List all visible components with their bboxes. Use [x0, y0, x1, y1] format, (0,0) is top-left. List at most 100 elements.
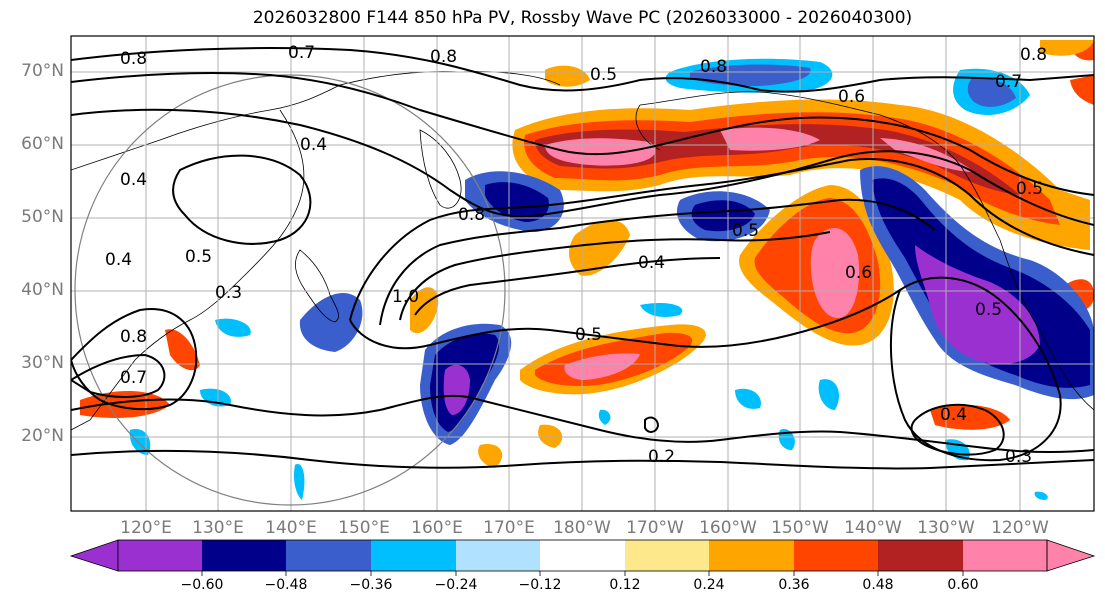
- lon-label: 150°W: [771, 518, 829, 538]
- contour-circle-nw: [172, 154, 312, 245]
- contour-label: 0.8: [700, 57, 727, 77]
- contour-label: 0.3: [1005, 447, 1032, 467]
- contour-label: 0.8: [120, 49, 147, 69]
- contour-label: 0.5: [732, 221, 759, 241]
- region-circle: [74, 74, 506, 506]
- lon-label: 140°E: [265, 518, 317, 538]
- contour-label: 0.8: [1020, 45, 1047, 65]
- neg-blob-mid-dark: [691, 200, 755, 232]
- colorbar-swatch: [286, 540, 371, 571]
- lon-label: 170°E: [483, 518, 535, 538]
- contour-label: 0.7: [995, 72, 1022, 92]
- contour-label: 0.5: [1016, 179, 1043, 199]
- map-frame: [70, 35, 1095, 512]
- contour-small-circle: [644, 416, 660, 433]
- neg-scattered: [129, 303, 1048, 500]
- colorbar-swatch: [963, 540, 1047, 571]
- colorbar-tick-label: 0.36: [778, 577, 810, 593]
- lon-label: 130°W: [917, 518, 975, 538]
- colorbar-extend-low: [69, 539, 119, 572]
- coast-japan: [295, 249, 340, 323]
- contour-mid: [349, 289, 901, 350]
- lat-label: 50°N: [21, 207, 64, 227]
- colorbar-swatch: [118, 540, 202, 571]
- contour-label: 0.7: [288, 43, 315, 63]
- pos-band-south-pink: [564, 353, 640, 380]
- contour-label: 0.3: [215, 283, 242, 303]
- contour-north-1: [71, 47, 1094, 93]
- pos-band-north-pink: [545, 127, 975, 172]
- colorbar-tick-label: 0.60: [947, 577, 979, 593]
- lon-label: 180°W: [553, 518, 611, 538]
- coast-northamerica: [999, 239, 1094, 411]
- colorbar-tick-label: −0.48: [264, 577, 308, 593]
- contour-jet-5: [414, 257, 721, 316]
- contour-labels: 0.8 0.7 0.8 0.5 0.8 0.6 0.7 0.8 0.4 0.4 …: [105, 43, 1047, 467]
- contour-jet-4: [399, 231, 831, 321]
- contour-label: 0.8: [458, 205, 485, 225]
- contour-label: 0.4: [300, 135, 327, 155]
- lat-label: 70°N: [21, 61, 64, 81]
- lon-label: 150°E: [338, 518, 390, 538]
- contour-label: 0.5: [590, 65, 617, 85]
- colorbar-swatch: [202, 540, 286, 571]
- colorbar-tick-label: 0.24: [693, 577, 725, 593]
- neg-north-east-inner: [690, 64, 1016, 107]
- contour-label: 0.7: [120, 368, 147, 388]
- colorbar-swatch: [371, 540, 456, 571]
- contour-label: 0.5: [575, 325, 602, 345]
- lat-label: 20°N: [21, 426, 64, 446]
- contour-label: 0.6: [845, 263, 872, 283]
- contour-layer: [71, 47, 1094, 470]
- contour-label: 1.0: [392, 287, 419, 307]
- neg-center-west-purple: [443, 364, 470, 415]
- contour-label: 0.4: [638, 253, 665, 273]
- contour-label: 0.4: [120, 170, 147, 190]
- contour-label: 0.5: [975, 300, 1002, 320]
- contour-east-ring: [910, 403, 1005, 456]
- contour-east-low: [889, 276, 1062, 462]
- contour-south-2: [71, 449, 1094, 470]
- contour-label: 0.8: [430, 47, 457, 67]
- map-title: 2026032800 F144 850 hPa PV, Rossby Wave …: [252, 8, 913, 28]
- colorbar-swatch: [794, 540, 878, 571]
- colorbar-tick-label: 0.12: [609, 577, 641, 593]
- pos-blob-central-pink: [810, 228, 860, 319]
- lon-label: 140°W: [844, 518, 902, 538]
- colorbar-tick-label: −0.24: [434, 577, 478, 593]
- colorbar-ticks: [201, 571, 964, 576]
- contour-label: 0.4: [105, 250, 132, 270]
- pos-patch-midwest: [410, 220, 630, 468]
- lon-label: 160°E: [411, 518, 463, 538]
- lon-label: 120°E: [120, 518, 172, 538]
- contour-wave-w: [71, 308, 198, 411]
- contour-label: 0.4: [940, 405, 967, 425]
- contour-jet-1: [71, 108, 1094, 226]
- lon-label: 160°W: [699, 518, 757, 538]
- lon-label: 130°E: [192, 518, 244, 538]
- colorbar-swatch: [709, 540, 794, 571]
- colorbar-tick-label: −0.12: [518, 577, 562, 593]
- lat-label: 60°N: [21, 134, 64, 154]
- colorbar-swatch: [456, 540, 540, 571]
- colorbar-extend-high: [1046, 539, 1096, 572]
- contour-label: 0.5: [185, 247, 212, 267]
- gridlines: [71, 36, 1094, 511]
- colorbar: [69, 539, 1096, 576]
- contour-wave-w2: [71, 353, 166, 398]
- colorbar-tick-label: −0.60: [180, 577, 224, 593]
- colorbar-frame: [117, 539, 1048, 572]
- contour-label: 0.8: [120, 327, 147, 347]
- neg-blob-nw-dark: [485, 182, 549, 222]
- colorbar-swatch: [878, 540, 963, 571]
- neg-blob-west: [299, 292, 363, 352]
- colorbar-tick-label: −0.36: [349, 577, 393, 593]
- lat-label: 30°N: [21, 353, 64, 373]
- contour-label: 0.2: [648, 447, 675, 467]
- colorbar-swatch: [625, 540, 709, 571]
- contour-jet-2: [349, 158, 1094, 321]
- lat-label: 40°N: [21, 280, 64, 300]
- contour-north-2: [71, 71, 1094, 196]
- pos-patch-east: [930, 40, 1094, 430]
